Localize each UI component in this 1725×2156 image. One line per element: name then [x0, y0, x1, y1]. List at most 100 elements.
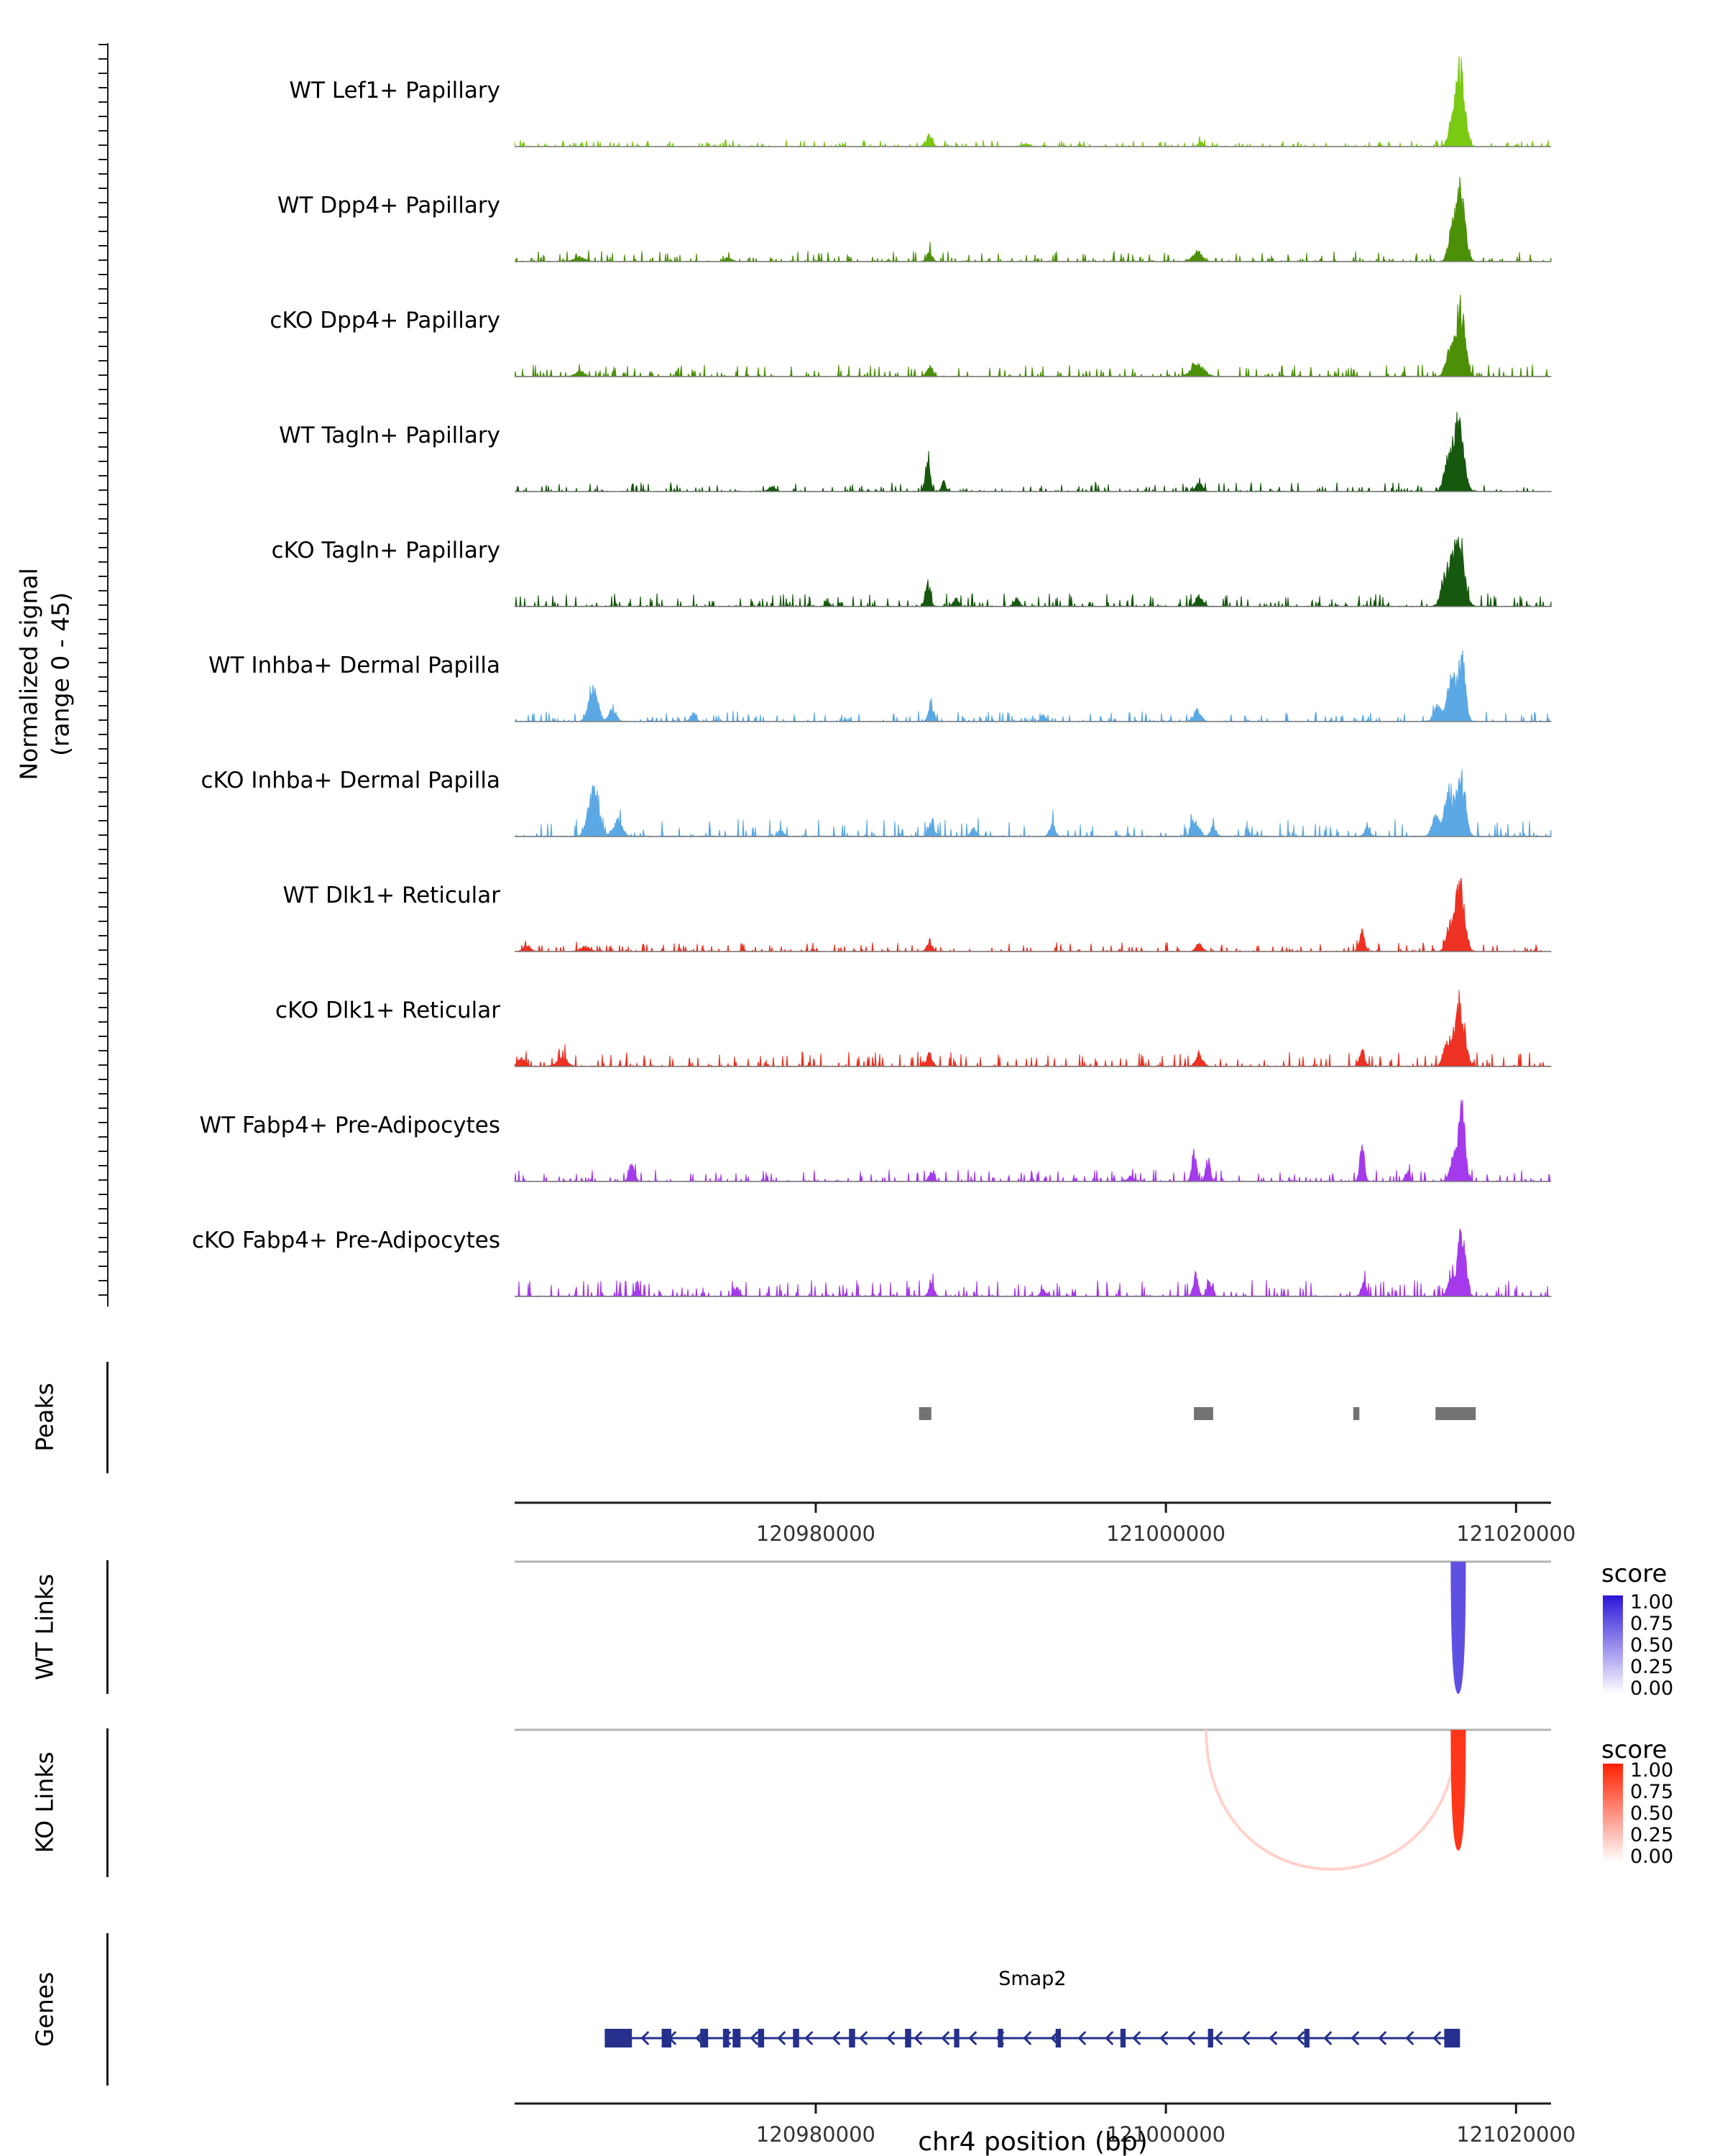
- coverage-track-row: WT Tagln+ Papillary: [0, 387, 1725, 502]
- gene-exon: [998, 2029, 1003, 2047]
- gene-strand-arrow: [859, 2031, 868, 2045]
- gene-exon: [604, 2029, 632, 2047]
- axis-tick-label: 121020000: [1456, 1521, 1576, 1546]
- gene-strand-arrow: [1159, 2031, 1168, 2045]
- gene-strand-arrow: [1378, 2031, 1386, 2045]
- gene-exon: [722, 2029, 730, 2047]
- axis-tick-label: 121000000: [1106, 1521, 1225, 1546]
- peak-interval: [1353, 1407, 1360, 1420]
- legend-tick-label: 1.00: [1630, 1759, 1674, 1782]
- track-label: cKO Inhba+ Dermal Papilla: [201, 768, 501, 793]
- wt-links-section-bracket: [106, 1560, 109, 1694]
- gene-exon: [1120, 2029, 1126, 2047]
- ko-links-panel: [515, 1728, 1551, 1871]
- coverage-track-row: WT Fabp4+ Pre-Adipocytes: [0, 1077, 1725, 1192]
- ko-links-section-label: KO Links: [30, 1751, 59, 1853]
- coverage-track-plot: [515, 650, 1552, 723]
- wt-score-legend-title: score: [1601, 1560, 1668, 1588]
- x-axis-title: chr4 position (bp): [918, 2127, 1148, 2156]
- track-label: cKO Tagln+ Papillary: [271, 538, 500, 563]
- axis-tick-label: 121000000: [1106, 2122, 1225, 2147]
- gene-strand-arrow: [968, 2031, 977, 2045]
- gene-strand-arrow: [941, 2031, 949, 2045]
- genome-axis-bottom: 120980000 121000000 121020000: [515, 2102, 1576, 2147]
- track-label: cKO Fabp4+ Pre-Adipocytes: [192, 1227, 500, 1253]
- legend-tick-label: 1.00: [1630, 1591, 1674, 1613]
- coverage-track-row: cKO Fabp4+ Pre-Adipocytes: [0, 1192, 1725, 1307]
- coverage-track-plot: [515, 536, 1552, 608]
- genes-section-bracket: [106, 1933, 109, 2086]
- gene-strand-arrow: [1187, 2031, 1195, 2045]
- gene-strand-arrow: [1241, 2031, 1250, 2045]
- ko-links-section-bracket: [106, 1728, 109, 1877]
- gene-exon: [905, 2029, 911, 2047]
- axis-tick-label: 121020000: [1456, 2122, 1576, 2147]
- coverage-track-row: WT Dpp4+ Papillary: [0, 157, 1725, 272]
- gene-exon: [1208, 2029, 1213, 2047]
- legend-tick-label: 0.50: [1630, 1634, 1674, 1657]
- track-label: WT Tagln+ Papillary: [279, 423, 500, 448]
- legend-tick-label: 0.25: [1630, 1824, 1674, 1846]
- gene-strand-arrow: [914, 2031, 922, 2045]
- gene-strand-arrow: [1405, 2031, 1414, 2045]
- gene-strand-arrow: [750, 2031, 758, 2045]
- gene-strand-arrow: [1323, 2031, 1332, 2045]
- gene-exon: [793, 2029, 799, 2047]
- gene-strand-arrow: [1296, 2031, 1305, 2045]
- coverage-track-row: WT Lef1+ Papillary: [0, 42, 1725, 157]
- track-label: WT Inhba+ Dermal Papilla: [208, 653, 500, 678]
- legend-tick-label: 0.75: [1630, 1781, 1674, 1803]
- legend-tick-label: 0.25: [1630, 1656, 1674, 1678]
- gene-exon: [954, 2029, 960, 2047]
- gene-exon: [1444, 2029, 1460, 2047]
- ko-score-legend-gradient: [1603, 1764, 1623, 1862]
- wt-score-legend: score 1.00 0.75 0.50 0.25 0.00: [1601, 1560, 1724, 1703]
- gene-strand-arrow: [886, 2031, 895, 2045]
- peaks-section-label: Peaks: [30, 1383, 59, 1452]
- track-label: cKO Dlk1+ Reticular: [275, 998, 500, 1023]
- coverage-track-plot: [515, 294, 1552, 378]
- gene-exon: [661, 2029, 671, 2047]
- legend-tick-label: 0.00: [1630, 1846, 1674, 1868]
- coverage-track-plot: [515, 990, 1552, 1068]
- coverage-track-plot: [515, 412, 1552, 493]
- gene-strand-arrow: [640, 2031, 649, 2045]
- coverage-track-plot: [515, 1228, 1552, 1298]
- gene-strand-arrow: [777, 2031, 786, 2045]
- coverage-track-row: WT Inhba+ Dermal Papilla: [0, 617, 1725, 732]
- gene-exon: [1304, 2029, 1310, 2047]
- coverage-track-row: cKO Dlk1+ Reticular: [0, 962, 1725, 1077]
- gene-strand-arrow: [1077, 2031, 1086, 2045]
- genome-axis-top: 120980000 121000000 121020000: [515, 1501, 1576, 1546]
- link-arc: [1450, 1729, 1466, 1851]
- coverage-track-plot: [515, 1100, 1552, 1183]
- peak-interval: [1435, 1407, 1476, 1420]
- coverage-track-plot: [515, 55, 1552, 148]
- coverage-track-row: cKO Tagln+ Papillary: [0, 502, 1725, 617]
- coverage-track-row: cKO Inhba+ Dermal Papilla: [0, 732, 1725, 847]
- gene-strand-arrow: [1351, 2031, 1359, 2045]
- genes-panel: Smap2: [604, 1968, 1460, 2047]
- track-label: WT Dlk1+ Reticular: [282, 883, 500, 908]
- ko-score-legend-title: score: [1601, 1736, 1668, 1764]
- track-label: WT Lef1+ Papillary: [289, 78, 500, 103]
- gene-strand-arrow: [1023, 2031, 1031, 2045]
- legend-tick-label: 0.75: [1630, 1613, 1674, 1635]
- coverage-track-plot: [515, 877, 1552, 953]
- coverage-track-plot: [515, 177, 1552, 263]
- gene-exon: [849, 2029, 855, 2047]
- peaks-section-bracket: [106, 1362, 109, 1473]
- peak-interval: [1194, 1407, 1213, 1420]
- gene-strand-arrow: [1105, 2031, 1113, 2045]
- gene-exon: [732, 2029, 741, 2047]
- gene-strand-arrow: [832, 2031, 840, 2045]
- peaks-panel: [919, 1407, 1476, 1420]
- legend-tick-label: 0.00: [1630, 1677, 1674, 1700]
- coverage-track-row: WT Dlk1+ Reticular: [0, 847, 1725, 962]
- legend-tick-label: 0.50: [1630, 1802, 1674, 1825]
- gene-strand-arrow: [1269, 2031, 1277, 2045]
- gene-strand-arrow: [1132, 2031, 1141, 2045]
- wt-links-section-label: WT Links: [30, 1573, 59, 1681]
- track-label: WT Dpp4+ Papillary: [277, 193, 500, 218]
